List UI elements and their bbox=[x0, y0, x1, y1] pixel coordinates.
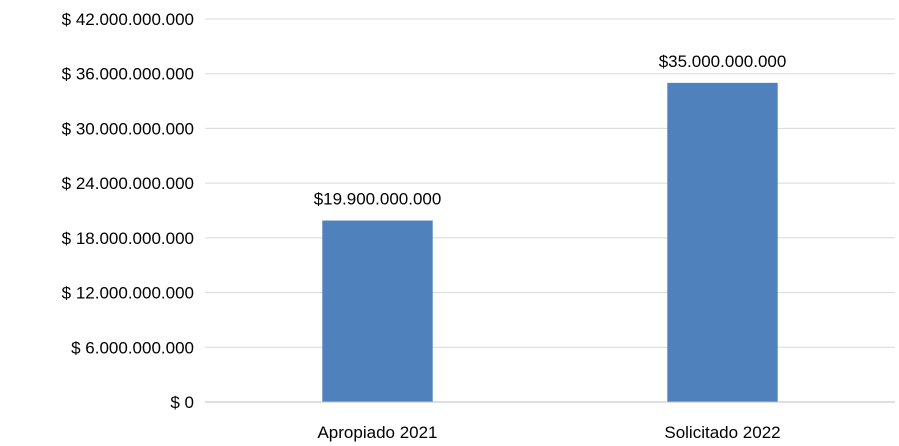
x-tick-label: Apropiado 2021 bbox=[317, 423, 437, 442]
data-label: $35.000.000.000 bbox=[659, 52, 787, 71]
y-tick-label: $ 0 bbox=[170, 393, 194, 412]
x-axis-ticks: Apropiado 2021 Solicitado 2022 bbox=[317, 423, 780, 442]
y-tick-label: $ 30.000.000.000 bbox=[62, 119, 194, 138]
x-tick-label: Solicitado 2022 bbox=[664, 423, 780, 442]
y-tick-label: $ 12.000.000.000 bbox=[62, 284, 194, 303]
y-tick-label: $ 42.000.000.000 bbox=[62, 10, 194, 29]
bar bbox=[322, 220, 433, 402]
bar bbox=[667, 82, 778, 402]
data-labels: $19.900.000.000 $35.000.000.000 bbox=[314, 52, 787, 209]
data-label: $19.900.000.000 bbox=[314, 190, 442, 209]
y-axis-ticks: $ 0 $ 6.000.000.000 $ 12.000.000.000 $ 18.0… bbox=[62, 10, 194, 412]
gridlines bbox=[205, 18, 895, 348]
bars bbox=[322, 82, 778, 402]
y-tick-label: $ 36.000.000.000 bbox=[62, 65, 194, 84]
y-tick-label: $ 6.000.000.000 bbox=[71, 338, 194, 357]
y-tick-label: $ 18.000.000.000 bbox=[62, 229, 194, 248]
y-tick-label: $ 24.000.000.000 bbox=[62, 174, 194, 193]
